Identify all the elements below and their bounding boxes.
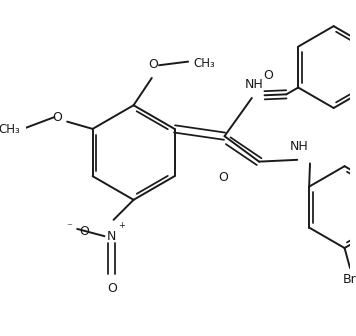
Text: Br: Br: [343, 274, 356, 287]
Text: O: O: [263, 69, 273, 82]
Text: ⁻: ⁻: [66, 222, 72, 232]
Text: CH₃: CH₃: [0, 123, 20, 136]
Text: O: O: [107, 282, 117, 295]
Text: +: +: [118, 221, 125, 230]
Text: O: O: [218, 171, 227, 184]
Text: NH: NH: [290, 139, 308, 153]
Text: O: O: [79, 225, 89, 238]
Text: CH₃: CH₃: [194, 57, 215, 70]
Text: N: N: [107, 230, 116, 243]
Text: NH: NH: [244, 78, 263, 91]
Text: O: O: [149, 58, 158, 71]
Text: O: O: [52, 112, 62, 125]
